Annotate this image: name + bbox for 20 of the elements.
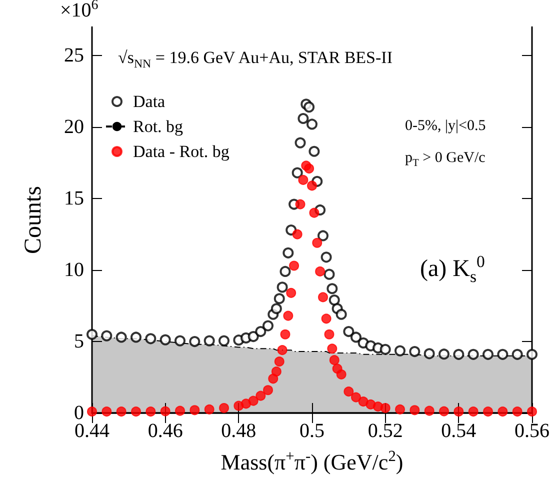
x-tick-label: 0.52 (368, 420, 403, 442)
legend-label: Data (133, 92, 166, 111)
y-tick-label: 15 (64, 188, 84, 210)
x-tick-label: 0.54 (441, 420, 476, 442)
y-tick-label: 10 (64, 259, 84, 282)
x-tick-label: 0.5 (300, 420, 324, 442)
text: ×10$^{6}$ (60, 0, 98, 23)
x-tick-label: 0.46 (148, 420, 183, 442)
y-tick-label: 5 (74, 330, 84, 353)
annotation: 0-5%, |y|<0.5 (405, 118, 486, 135)
x-tick-label: 0.48 (221, 420, 256, 442)
annotation: p$_{T}$ > 0 GeV/c (405, 150, 486, 169)
y-axis-title: Counts (20, 186, 48, 254)
x-tick-label: 0.56 (514, 420, 550, 442)
x-axis-title: Mass(π$^{+}$π$^{-}$) (GeV/c$^{2}$) (220, 448, 404, 476)
annotation: √s$_{NN}$ = 19.6 GeV Au+Au, STAR BES-II (118, 48, 392, 72)
legend-label: Rot. bg (133, 117, 184, 136)
y-tick-label: 25 (64, 44, 84, 67)
legend-label: Data - Rot. bg (133, 142, 230, 161)
y-tick-label: 20 (64, 116, 84, 138)
